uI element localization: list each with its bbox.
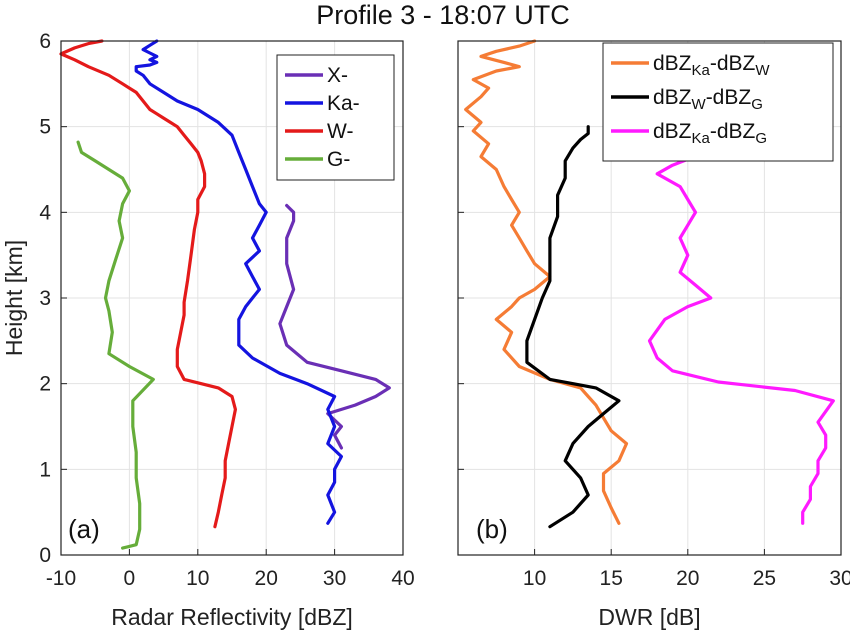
legend: dBZKa-dBZW dBZW-dBZG dBZKa-dBZG (602, 42, 834, 162)
x-tick-label: 20 (676, 567, 699, 590)
x-axis-label: DWR [dB] (598, 604, 700, 630)
series-line-a-1 (134, 39, 343, 525)
series-line-b-1 (525, 125, 621, 529)
legend-label: dBZKa-dBZW (653, 52, 770, 79)
legend-label: W- (327, 120, 353, 143)
y-tick-label: 2 (39, 373, 51, 396)
x-tick-label: -10 (46, 567, 76, 590)
x-tick-label: 10 (523, 567, 546, 590)
legend-label: X- (327, 64, 348, 87)
legend-label: G- (327, 148, 350, 171)
x-axis-label: Radar Reflectivity [dBZ] (111, 604, 353, 630)
panel-label: (b) (476, 514, 508, 544)
y-tick-label: 1 (39, 458, 51, 481)
x-tick-label: 15 (600, 567, 623, 590)
legend-label: dBZKa-dBZG (653, 120, 767, 147)
x-tick-label: 20 (255, 567, 278, 590)
x-tick-label: 30 (323, 567, 346, 590)
y-tick-label: 0 (39, 544, 51, 567)
legend-label: dBZW-dBZG (653, 86, 763, 113)
y-tick-label: 4 (39, 201, 51, 224)
series-line-a-2 (59, 39, 237, 529)
panel-b: 10 15 20 25 30 DWR [dB] (b) dBZKa-dBZW dBZW-dBZG… (457, 39, 850, 630)
x-tick-label: 0 (124, 567, 136, 590)
legend: X- Ka- W- G- (276, 54, 395, 181)
x-tick-label: 30 (829, 567, 850, 590)
x-tick-label: 40 (391, 567, 414, 590)
y-tick-label: 3 (39, 287, 51, 310)
panel-label: (a) (68, 514, 100, 544)
x-tick-label: 25 (753, 567, 776, 590)
series-line-a-3 (76, 140, 155, 550)
y-tick-label: 5 (39, 116, 51, 139)
series-line-b-2 (647, 142, 835, 525)
legend-label: Ka- (327, 92, 360, 115)
chart-title: Profile 3 - 18:07 UTC (316, 0, 570, 30)
series-line-b-0 (464, 39, 629, 525)
y-axis-label: Height [km] (1, 240, 27, 356)
x-tick-label: 10 (186, 567, 209, 590)
y-tick-label: 6 (39, 30, 51, 53)
